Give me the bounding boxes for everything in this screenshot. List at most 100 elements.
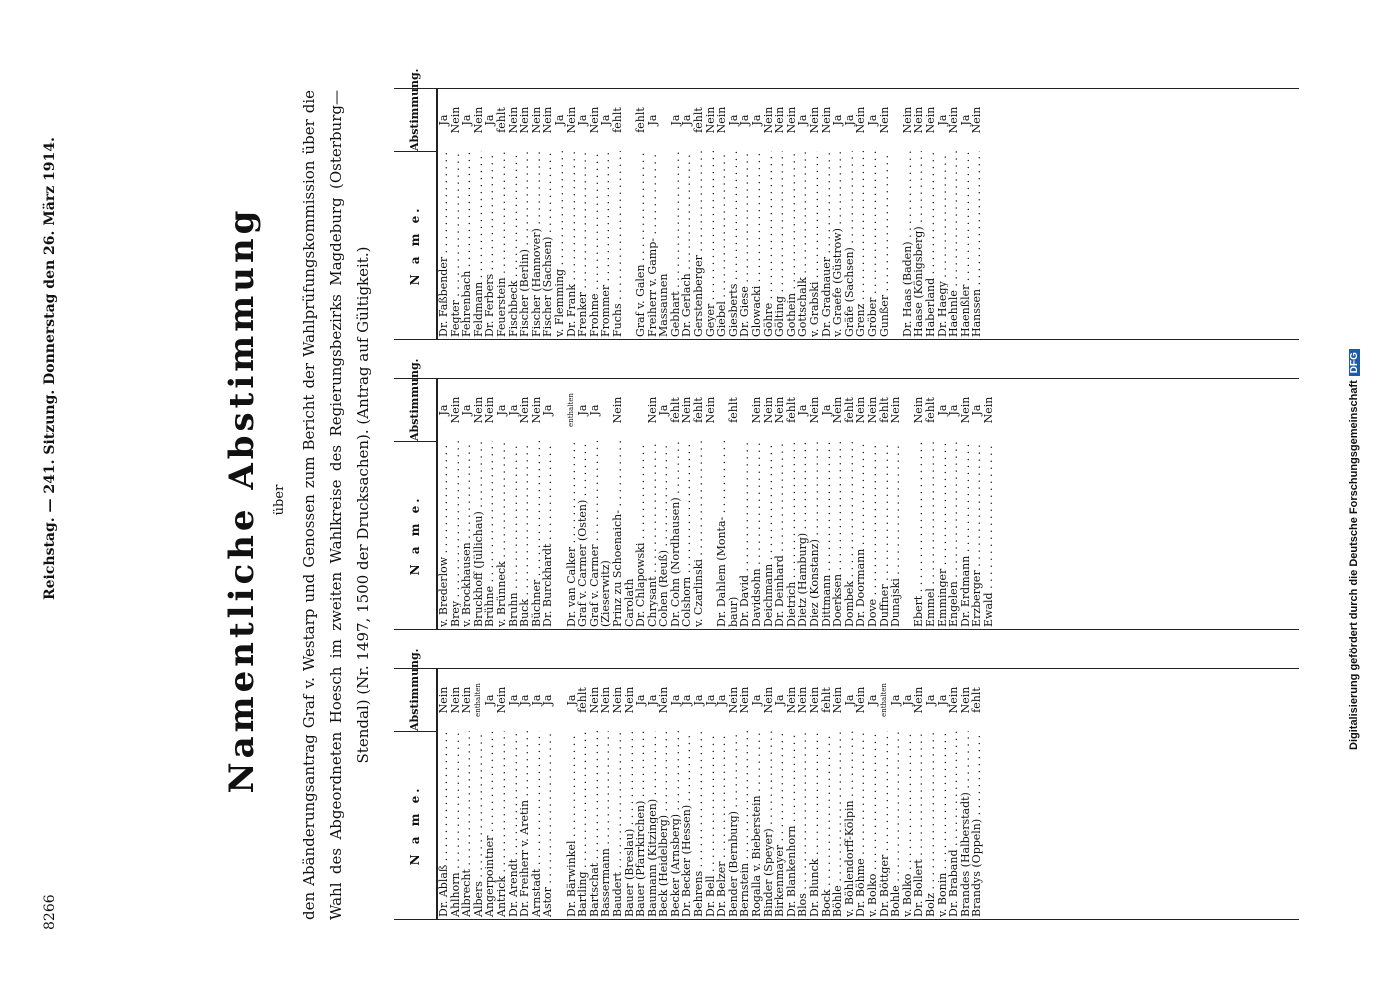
member-name <box>624 151 636 339</box>
member-name: Dr. Ferbers <box>484 151 496 339</box>
member-name: Grenz <box>855 151 867 339</box>
member-name: v. Brockhausen <box>461 441 473 629</box>
vote-row: GrenzNein <box>854 89 867 339</box>
vote-row: Dr. Faßbender Ja <box>437 89 450 339</box>
vote-value: Ja <box>494 404 508 416</box>
vote-row: Dr. Becker (Hessen)Ja <box>680 669 693 919</box>
member-name: Engelen <box>948 441 960 629</box>
member-name: Dr. Freiherr v. Aretin <box>519 731 531 919</box>
member-name: Gebhart <box>670 151 682 339</box>
vote-row: Dr. Böttgerenthalten <box>879 669 891 919</box>
vote-value: Nein <box>947 686 961 714</box>
member-name: Ebert <box>913 441 925 629</box>
vote-row: Binder (Speyer)Nein <box>762 669 775 919</box>
member-name: Gottschalk <box>797 151 809 339</box>
member-name: Prinz zu Schoenaich- <box>612 441 624 629</box>
vote-column-2: N a m e. Abstimmung. v. BrederlowJaBreyN… <box>394 359 1299 630</box>
vote-row <box>554 669 566 919</box>
member-name <box>902 441 914 629</box>
vote-value: Ja <box>750 114 764 126</box>
member-name: v. Bolko <box>867 731 879 919</box>
member-name: Dr. van Calker <box>566 441 578 629</box>
vote-row: FegterNein <box>449 89 462 339</box>
vote-row: ChrysantNein <box>646 379 659 629</box>
vote-row: Albrecht Nein <box>460 669 473 919</box>
vote-row: v. Brederlow Ja <box>437 379 450 629</box>
vote-value: Nein <box>703 396 717 424</box>
vote-row: Behrens Ja <box>692 669 705 919</box>
member-name: Dr. Belzer <box>716 731 728 919</box>
vote-row: Bauer (Breslau)Nein <box>623 669 636 919</box>
member-name: Geyer <box>705 151 717 339</box>
member-name: Feldmann <box>473 151 485 339</box>
vote-value <box>890 89 902 151</box>
vote-value: Nein <box>808 686 821 714</box>
member-name: Brühne <box>484 441 496 629</box>
member-name: Feuerstein <box>496 151 508 339</box>
member-name: Buck <box>519 441 531 629</box>
vote-value: Ja <box>518 694 532 706</box>
member-name: Dr. Bell <box>705 731 717 919</box>
vote-row <box>554 379 566 629</box>
vote-value: Nein <box>889 396 903 424</box>
member-name: Dr. Cohn (Nordhausen) <box>670 441 682 629</box>
member-name: Ewald <box>983 441 995 629</box>
vote-row: Dr. ErdmannNein <box>959 379 972 629</box>
vote-row: Haberland Nein <box>924 89 937 339</box>
vote-row: GiebelNein <box>715 89 728 339</box>
member-name: Fischer (Berlin) <box>519 151 531 339</box>
member-name: Frenker <box>577 151 589 339</box>
member-name: Arnstadt <box>531 731 543 919</box>
vote-rows: v. BrederlowJaBreyNeinv. BrockhausenJaBr… <box>437 379 995 629</box>
member-name: Dr. Faßbender <box>438 151 450 339</box>
member-name: Dr. Bärwinkel <box>566 731 578 919</box>
member-name: Graf v. Galen <box>635 151 647 339</box>
vote-value: fehlt <box>576 687 590 713</box>
member-name: v. Bolko <box>902 731 914 919</box>
vote-row: EmmingerJa <box>936 379 949 629</box>
member-name: Giebel <box>716 151 728 339</box>
vote-row: ArnstadtJa <box>530 669 543 919</box>
vote-row: Dr. ArendtJa <box>507 669 520 919</box>
vote-row: baur) fehlt <box>726 379 740 629</box>
vote-row: Glowacki Ja <box>750 89 764 339</box>
member-name: Giesberts <box>728 151 740 339</box>
vote-row: FeldmannNein <box>472 89 485 339</box>
vote-row: Hanssen Nein <box>970 89 983 339</box>
vote-value: Ja <box>947 404 961 416</box>
vote-row: Emmel fehlt <box>924 379 937 629</box>
vote-row: Haehnle Nein <box>947 89 960 339</box>
vote-value: Nein <box>610 686 624 714</box>
member-name: baur) <box>727 596 740 627</box>
member-name: Fuchs <box>612 151 624 339</box>
vote-value: Ja <box>437 404 450 416</box>
member-name: Frommer <box>600 151 612 339</box>
vote-row: Dr. Burckhardt Ja <box>541 379 554 629</box>
vote-value: fehlt <box>610 107 624 133</box>
vote-row: BöhleNein <box>831 669 844 919</box>
member-name <box>554 441 566 629</box>
vote-row: Gunßer Nein <box>878 89 891 339</box>
member-name: Astor <box>542 731 554 919</box>
vote-value: Nein <box>518 396 532 424</box>
member-name: Dr. Gradnauer <box>821 151 833 339</box>
member-name: Dr. Becker (Hessen) <box>681 731 693 919</box>
member-name: Graf v. Carmer <box>589 441 601 629</box>
vote-row: Bolz Ja <box>924 669 937 919</box>
vote-row: Dr. Ablaß Nein <box>437 669 450 919</box>
member-name <box>890 151 902 339</box>
member-name: Dietz (Hamburg) <box>797 441 809 629</box>
member-name: Gunßer <box>879 151 891 339</box>
member-name: Bock <box>821 731 833 919</box>
vote-row: Fischer (Berlin) Nein <box>518 89 531 339</box>
member-name: Gothein <box>786 151 798 339</box>
member-name: v. Böhlendorff-Kölpin <box>844 731 856 919</box>
vote-row: Graf v. Carmer (Osten) Ja <box>576 379 589 629</box>
member-name: Albers <box>473 731 485 919</box>
vote-row: Gröber Ja <box>865 89 879 339</box>
vote-row: Diez (Konstanz) Nein <box>808 379 821 629</box>
vote-value: Ja <box>634 694 648 706</box>
vote-value: Ja <box>865 114 879 126</box>
running-head-text: Reichstag. — 241. Sitzung. Donnerstag de… <box>42 137 58 600</box>
vote-value: fehlt <box>726 397 740 423</box>
